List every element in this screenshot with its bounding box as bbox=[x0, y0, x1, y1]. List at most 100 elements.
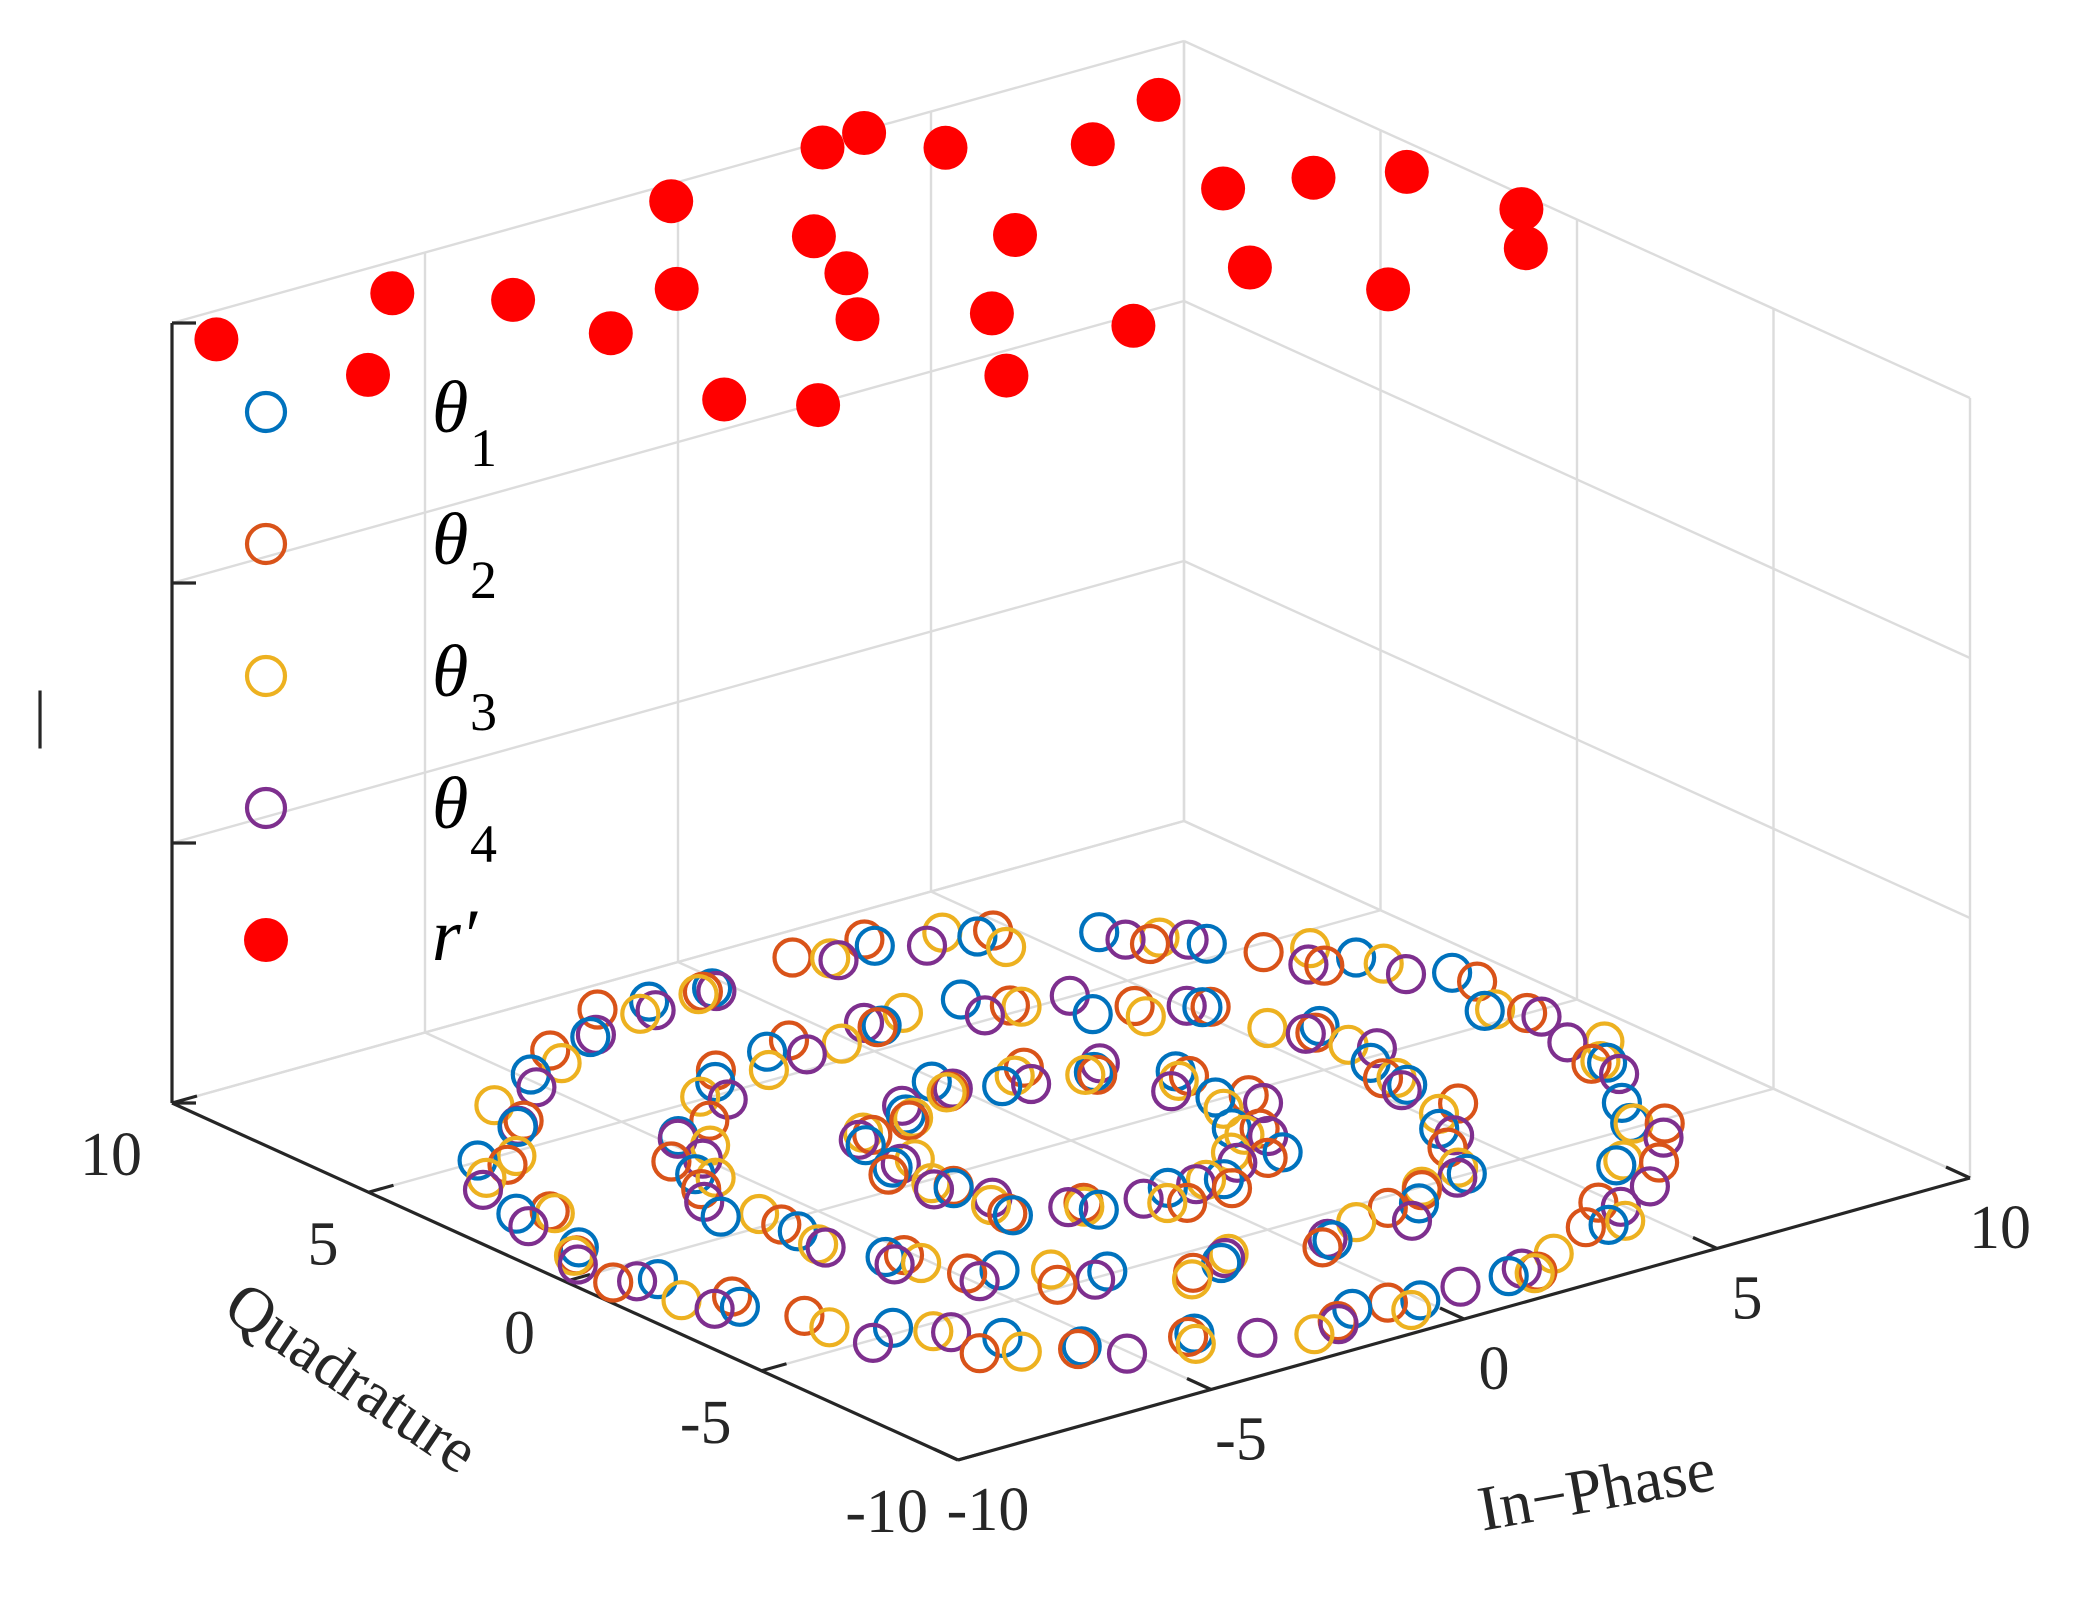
theta1-point bbox=[1387, 1064, 1428, 1105]
theta1-point bbox=[628, 981, 670, 1022]
r-point bbox=[1384, 149, 1429, 194]
r-point bbox=[702, 377, 747, 422]
theta4-point bbox=[1391, 1200, 1433, 1241]
theta4-point bbox=[1204, 1237, 1246, 1279]
theta1-point bbox=[1332, 1288, 1373, 1330]
gridline-side-horizontal bbox=[1183, 299, 1971, 660]
x-tick-label: 10 bbox=[1969, 1194, 2031, 1262]
theta2-point bbox=[689, 1100, 730, 1141]
r-point bbox=[1366, 267, 1411, 312]
point-layer bbox=[194, 77, 1685, 1374]
gridline-floor-y bbox=[368, 909, 1381, 1194]
theta2-point bbox=[1211, 1168, 1253, 1209]
theta4-point bbox=[696, 970, 737, 1012]
r-point bbox=[1201, 166, 1246, 211]
theta4-point bbox=[1318, 1303, 1359, 1345]
theta1-point bbox=[637, 1258, 679, 1300]
theta3-point bbox=[1158, 1060, 1199, 1102]
theta3-point bbox=[900, 1242, 942, 1284]
theta3-point bbox=[678, 973, 719, 1015]
theta2-point bbox=[1077, 1054, 1118, 1095]
legend-marker-theta1 bbox=[244, 390, 288, 434]
theta4-point bbox=[694, 1288, 735, 1329]
gridline-side-horizontal bbox=[1183, 39, 1971, 400]
r-point bbox=[1111, 303, 1156, 348]
y-tick-label: -10 bbox=[845, 1478, 928, 1546]
theta2-point bbox=[1243, 931, 1284, 973]
legend: θ 1θ 2θ 3θ 4r′ bbox=[244, 367, 497, 977]
theta1-point bbox=[1431, 952, 1473, 993]
theta4-point bbox=[818, 940, 859, 981]
theta4-point bbox=[516, 1067, 557, 1108]
theta4-point bbox=[462, 1169, 504, 1211]
theta4-point bbox=[1643, 1117, 1684, 1158]
r-point bbox=[1291, 155, 1336, 200]
legend-subscript-theta1: 1 bbox=[470, 418, 497, 478]
theta2-point bbox=[1129, 923, 1171, 965]
theta2-point bbox=[1037, 1264, 1078, 1305]
theta4-point bbox=[1547, 1022, 1588, 1063]
z-axis-label: | bbox=[34, 678, 47, 749]
theta1-point bbox=[1203, 1159, 1245, 1200]
gridline-floor-y bbox=[564, 998, 1578, 1283]
theta3-point bbox=[1363, 943, 1404, 984]
r-point bbox=[194, 317, 239, 362]
theta4-point bbox=[1074, 1259, 1116, 1300]
theta3-point bbox=[1001, 1331, 1042, 1372]
grid-layer bbox=[170, 39, 1972, 1462]
theta1-point bbox=[1312, 1220, 1353, 1261]
theta1-point bbox=[1400, 1280, 1441, 1321]
theta3-point bbox=[1203, 1088, 1244, 1129]
r-point bbox=[649, 179, 694, 224]
theta4-point bbox=[906, 925, 948, 966]
theta2-point bbox=[1644, 1103, 1685, 1144]
theta3-point bbox=[1514, 1253, 1555, 1294]
theta3-point bbox=[892, 1097, 934, 1138]
y-tick-label: -5 bbox=[680, 1389, 732, 1457]
theta1-point bbox=[872, 1307, 914, 1348]
x-tick bbox=[1186, 1377, 1212, 1391]
theta2-point bbox=[959, 1333, 1000, 1374]
x-tick-label: -5 bbox=[1215, 1406, 1267, 1474]
legend-label-theta2: θ bbox=[432, 499, 468, 581]
theta1-point bbox=[1072, 993, 1113, 1035]
r-point bbox=[796, 383, 841, 428]
x-tick-label: 5 bbox=[1732, 1265, 1763, 1333]
r-point bbox=[491, 277, 536, 322]
r-point bbox=[824, 251, 869, 296]
theta1-point bbox=[1186, 923, 1227, 964]
theta1-point bbox=[957, 916, 998, 957]
theta4-point bbox=[805, 1227, 846, 1268]
theta1-point bbox=[845, 1125, 886, 1166]
theta1-point bbox=[746, 1031, 788, 1072]
x-tick-label: -10 bbox=[947, 1476, 1030, 1544]
theta4-point bbox=[1521, 996, 1562, 1037]
r-point bbox=[842, 111, 887, 155]
theta4-point bbox=[930, 1312, 972, 1353]
theta2-point bbox=[1456, 961, 1498, 1002]
theta2-point bbox=[593, 1262, 634, 1303]
theta2-point bbox=[577, 989, 618, 1030]
gridline-back-horizontal bbox=[171, 819, 1185, 1105]
theta1-point bbox=[497, 1106, 538, 1148]
theta2-point bbox=[889, 1100, 930, 1141]
theta4-point bbox=[932, 1068, 973, 1109]
r-point bbox=[993, 213, 1037, 257]
theta3-point bbox=[1391, 1289, 1432, 1331]
r-point bbox=[346, 352, 390, 397]
r-point bbox=[1503, 226, 1548, 271]
theta4-point bbox=[657, 1118, 698, 1159]
theta1-point bbox=[1601, 1082, 1643, 1124]
theta3-point bbox=[748, 1049, 790, 1091]
gridline-side-horizontal bbox=[1183, 819, 1971, 1180]
theta4-point bbox=[1106, 1333, 1148, 1374]
y-axis-label: Quadrature bbox=[213, 1267, 491, 1487]
legend-marker-theta3 bbox=[244, 654, 288, 698]
theta2-point bbox=[989, 985, 1031, 1026]
theta1-point bbox=[1182, 987, 1223, 1028]
theta4-point bbox=[557, 1244, 598, 1285]
r-point bbox=[835, 297, 880, 342]
r-point bbox=[588, 311, 633, 356]
gridline-floor-y bbox=[761, 1087, 1774, 1372]
